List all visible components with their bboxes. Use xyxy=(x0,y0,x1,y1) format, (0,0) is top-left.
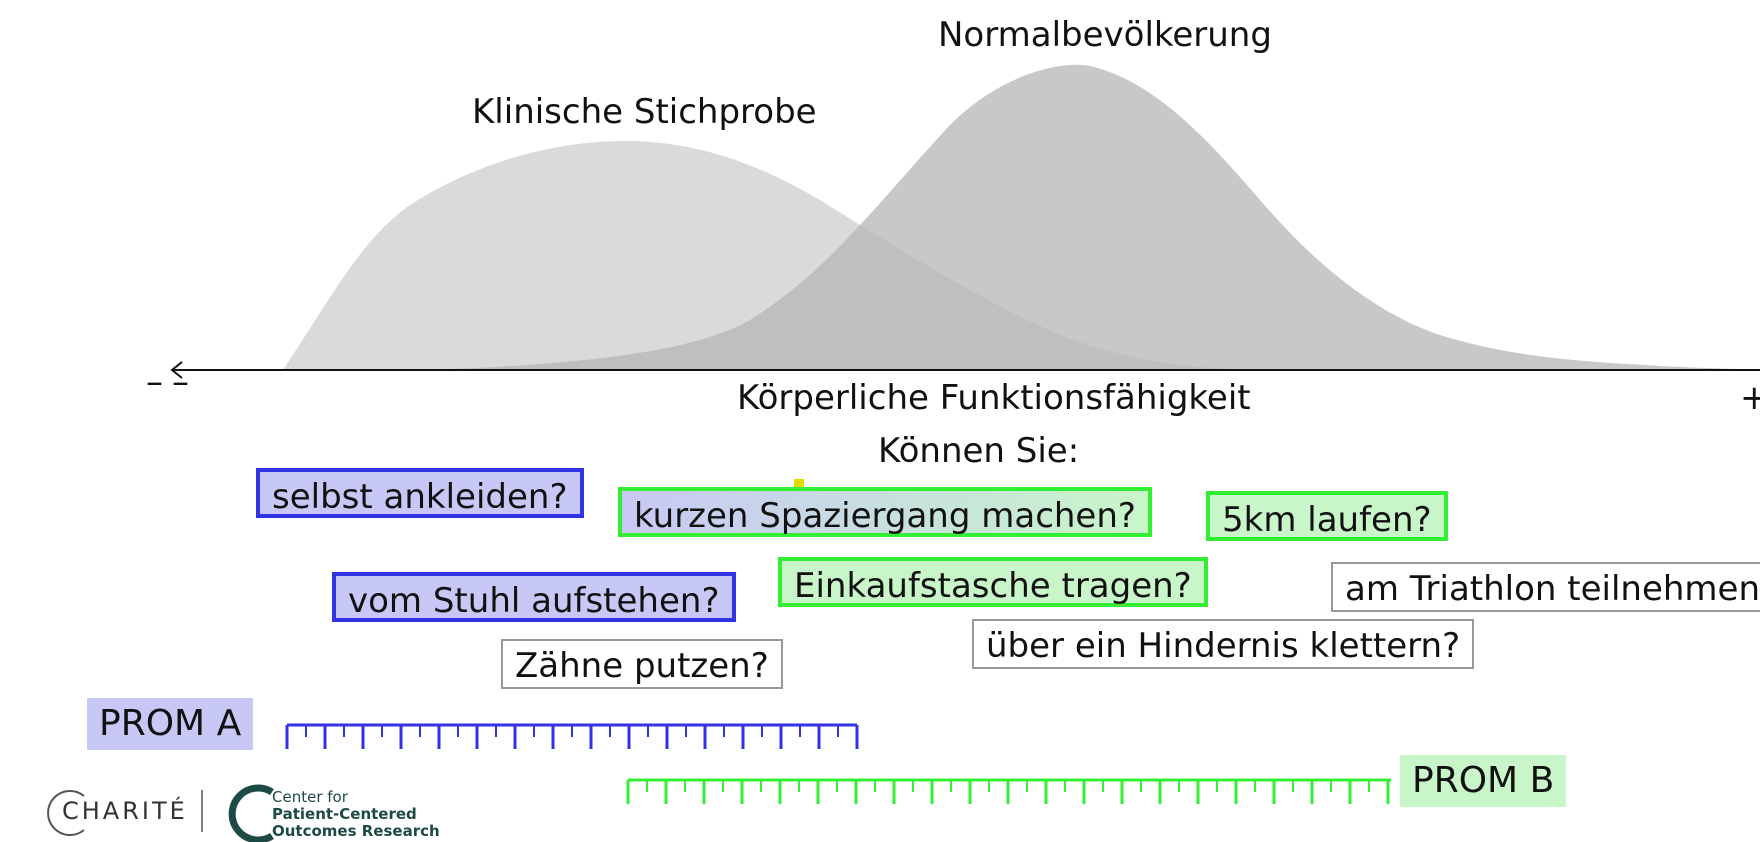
item-stand-from-chair: vom Stuhl aufstehen? xyxy=(332,572,736,622)
cpcor-logo-mark xyxy=(228,784,274,842)
item-short-walk: kurzen Spaziergang machen? xyxy=(618,487,1152,537)
prom-b-ruler xyxy=(626,778,1391,804)
axis-plus-end: + xyxy=(1740,378,1760,418)
charite-logo-arc xyxy=(47,790,85,836)
prom-a-ruler xyxy=(285,723,859,749)
item-climb-obstacle: über ein Hindernis klettern? xyxy=(972,619,1475,669)
item-triathlon: am Triathlon teilnehmen? xyxy=(1331,562,1760,612)
cpcor-line-2: Patient-Centered xyxy=(272,805,417,823)
item-carry-shopping-bag: Einkaufstasche tragen? xyxy=(778,557,1208,607)
axis-arrow-head xyxy=(170,361,183,379)
normal-population-label: Normalbevölkerung xyxy=(938,15,1272,55)
axis-minus-end: – xyxy=(146,362,163,402)
prom-b-label: PROM B xyxy=(1400,755,1567,807)
charite-logo-text: CHARITÉ xyxy=(62,797,188,825)
question-prompt: Können Sie: xyxy=(878,431,1080,471)
cpcor-line-1: Center for xyxy=(272,788,348,806)
normal-population-curve xyxy=(430,64,1760,370)
prom-a-label: PROM A xyxy=(87,698,254,750)
item-run-5km: 5km laufen? xyxy=(1206,491,1448,541)
axis-label: Körperliche Funktionsfähigkeit xyxy=(737,378,1251,418)
item-brush-teeth: Zähne putzen? xyxy=(501,639,783,689)
axis-minus-end-2: – xyxy=(172,362,189,402)
clinical-sample-label: Klinische Stichprobe xyxy=(472,92,817,132)
item-dress-oneself: selbst ankleiden? xyxy=(256,468,584,518)
cpcor-line-3: Outcomes Research xyxy=(272,822,440,840)
